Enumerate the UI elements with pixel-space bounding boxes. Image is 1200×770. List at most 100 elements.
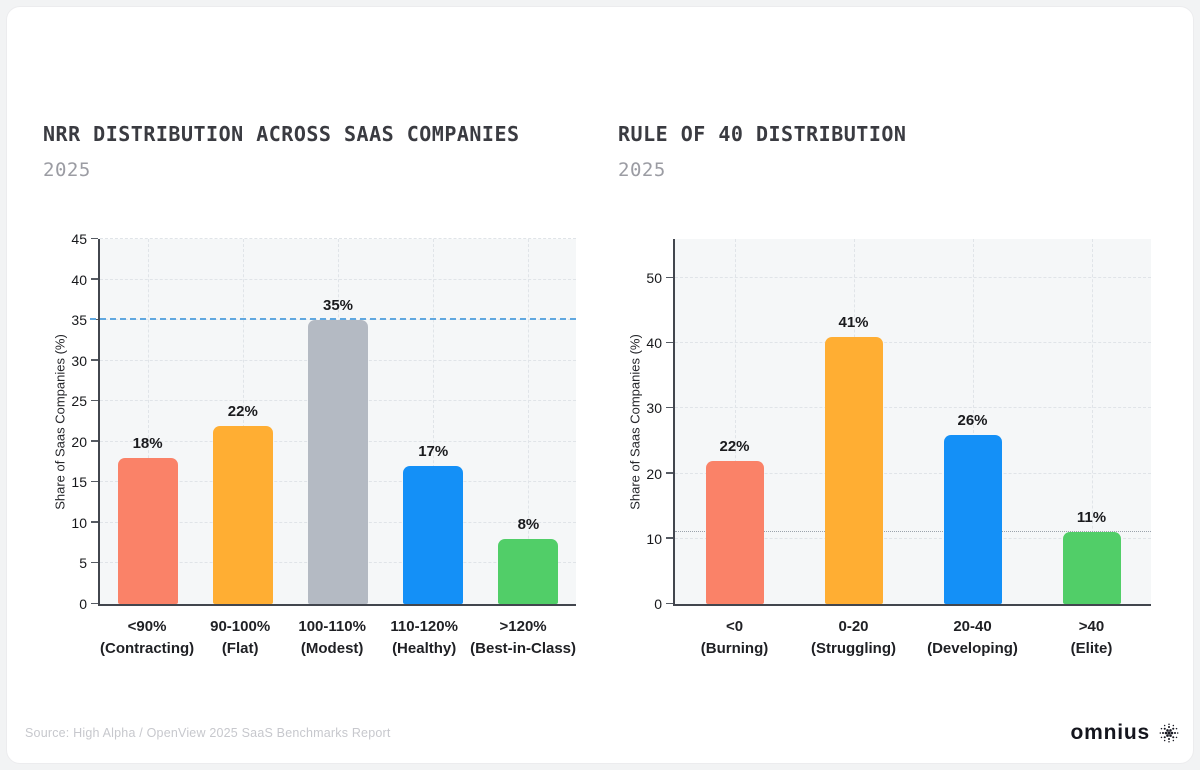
bar bbox=[943, 434, 1002, 604]
y-tick-mark bbox=[91, 278, 98, 280]
y-tick-label: 35 bbox=[71, 312, 87, 329]
y-tick-label: 5 bbox=[79, 555, 87, 572]
x-category-label: >40 (Elite) bbox=[1032, 616, 1151, 660]
y-tick-mark bbox=[666, 472, 673, 474]
nrr-plot-area: Share of Saas Companies (%) 0 5 10 15 20 25 30… bbox=[53, 231, 576, 612]
bar bbox=[498, 539, 559, 604]
y-tick-mark bbox=[91, 521, 98, 523]
x-category-label: 110-120% (Healthy) bbox=[378, 616, 470, 660]
bars-layer: 22% 41% 26% 11% bbox=[675, 239, 1151, 604]
x-category-range: >40 bbox=[1078, 618, 1105, 635]
y-tick-label: 40 bbox=[646, 335, 662, 352]
bars-layer: 18% 22% 35% 17% 8% bbox=[100, 239, 576, 604]
bar bbox=[705, 460, 764, 604]
bar bbox=[212, 425, 273, 604]
y-tick-mark bbox=[666, 406, 673, 409]
rule40-x-axis-labels: <0 (Burning) 0-20 (Struggling) 20-40 (Develop… bbox=[675, 616, 1151, 660]
x-category-range: 0-20 bbox=[838, 618, 869, 635]
bar-value-label: 26% bbox=[957, 411, 988, 429]
vertical-gridline bbox=[972, 239, 974, 604]
y-tick-label: 40 bbox=[71, 271, 87, 288]
x-category-sublabel: (Contracting) bbox=[100, 640, 195, 657]
horizontal-gridline bbox=[675, 407, 1151, 409]
rule40-plot-area: Share of Saas Companies (%) 0 10 20 30 40 50 2… bbox=[628, 239, 1151, 612]
rule-of-40-chart: Share of Saas Companies (%) 0 10 20 30 40 50 2… bbox=[618, 239, 1151, 660]
y-tick-label: 0 bbox=[654, 596, 662, 612]
bar-slot: 17% bbox=[386, 239, 481, 604]
bar-value-label: 41% bbox=[838, 313, 869, 331]
y-tick-mark bbox=[91, 399, 98, 402]
y-tick-mark bbox=[91, 480, 98, 483]
bar-slot: 11% bbox=[1032, 239, 1151, 604]
x-category-sublabel: (Modest) bbox=[300, 640, 364, 657]
y-tick-label: 0 bbox=[79, 596, 87, 612]
y-tick-mark bbox=[666, 341, 673, 344]
vertical-gridline bbox=[433, 239, 435, 604]
y-tick-mark bbox=[666, 537, 673, 539]
bar-slot: 41% bbox=[794, 239, 913, 604]
x-category-sublabel: (Struggling) bbox=[811, 640, 896, 657]
nrr-chart-title: NRR DISTRIBUTION ACROSS SAAS COMPANIES bbox=[43, 122, 520, 146]
x-category-label: <0 (Burning) bbox=[675, 616, 794, 660]
bar-slot: 22% bbox=[195, 239, 290, 604]
bar bbox=[1062, 532, 1121, 604]
y-tick-mark bbox=[666, 276, 673, 279]
y-tick-label: 20 bbox=[71, 433, 87, 450]
y-tick-mark bbox=[91, 561, 98, 564]
infographic-card: NRR DISTRIBUTION ACROSS SAAS COMPANIES 2… bbox=[6, 6, 1194, 764]
y-tick-mark bbox=[91, 359, 98, 361]
x-category-label: 20-40 (Developing) bbox=[913, 616, 1032, 660]
bar-slot: 26% bbox=[913, 239, 1032, 604]
x-category-sublabel: (Flat) bbox=[221, 640, 259, 657]
nrr-distribution-chart: Share of Saas Companies (%) 0 5 10 15 20 25 30… bbox=[43, 231, 577, 660]
vertical-gridline bbox=[528, 239, 530, 604]
rule40-chart-title: RULE OF 40 DISTRIBUTION bbox=[618, 122, 907, 146]
x-category-label: 100-110% (Modest) bbox=[286, 616, 378, 660]
bar-value-label: 11% bbox=[1076, 509, 1107, 527]
x-category-label: 90-100% (Flat) bbox=[194, 616, 286, 660]
x-category-label: >120% (Best-in-Class) bbox=[470, 616, 576, 660]
vertical-gridline bbox=[734, 239, 736, 604]
source-attribution: Source: High Alpha / OpenView 2025 SaaS … bbox=[25, 726, 391, 740]
x-category-sublabel: (Best-in-Class) bbox=[470, 640, 577, 657]
bar-value-label: 8% bbox=[517, 516, 540, 534]
y-tick-label: 10 bbox=[71, 514, 87, 531]
x-category-range: 100-110% bbox=[298, 618, 366, 635]
bar-value-label: 35% bbox=[322, 297, 354, 315]
footer: Source: High Alpha / OpenView 2025 SaaS … bbox=[25, 721, 1181, 745]
y-tick-mark bbox=[666, 602, 673, 604]
horizontal-gridline bbox=[675, 537, 1151, 539]
x-category-range: <0 bbox=[725, 618, 744, 635]
y-tick-mark bbox=[91, 602, 98, 604]
horizontal-gridline bbox=[675, 472, 1151, 474]
x-category-range: 20-40 bbox=[953, 618, 992, 635]
bar-slot: 22% bbox=[675, 239, 794, 604]
bar-slot: 35% bbox=[290, 239, 385, 604]
horizontal-gridline bbox=[675, 342, 1151, 344]
horizontal-gridline bbox=[100, 238, 576, 239]
x-category-sublabel: (Developing) bbox=[927, 640, 1018, 657]
charts-row: Share of Saas Companies (%) 0 5 10 15 20 25 30… bbox=[43, 231, 1193, 660]
vertical-gridline bbox=[147, 239, 149, 604]
x-category-range: >120% bbox=[499, 618, 547, 635]
nrr-chart-subtitle: 2025 bbox=[43, 159, 91, 181]
y-tick-label: 10 bbox=[646, 530, 662, 547]
rule40-chart-header: RULE OF 40 DISTRIBUTION 2025 bbox=[618, 122, 1193, 182]
omnius-logo: omnius bbox=[1071, 721, 1181, 745]
halftone-globe-icon bbox=[1157, 721, 1181, 745]
rule40-chart-subtitle: 2025 bbox=[618, 159, 666, 181]
vertical-gridline bbox=[1091, 239, 1093, 604]
y-tick-label: 30 bbox=[646, 400, 662, 417]
bar-slot: 18% bbox=[100, 239, 195, 604]
bar-value-label: 18% bbox=[132, 435, 163, 452]
x-category-label: <90% (Contracting) bbox=[100, 616, 194, 660]
x-category-sublabel: (Elite) bbox=[1070, 640, 1113, 657]
x-category-sublabel: (Burning) bbox=[700, 640, 769, 657]
bar bbox=[824, 336, 883, 604]
y-tick-label: 15 bbox=[71, 474, 87, 491]
rule40-y-axis-label: Share of Saas Companies (%) bbox=[627, 333, 643, 510]
bar bbox=[403, 466, 464, 604]
x-category-sublabel: (Healthy) bbox=[392, 640, 457, 657]
nrr-x-axis-labels: <90% (Contracting) 90-100% (Flat) 100-110% (M… bbox=[100, 616, 576, 660]
bar-value-label: 17% bbox=[418, 443, 449, 461]
